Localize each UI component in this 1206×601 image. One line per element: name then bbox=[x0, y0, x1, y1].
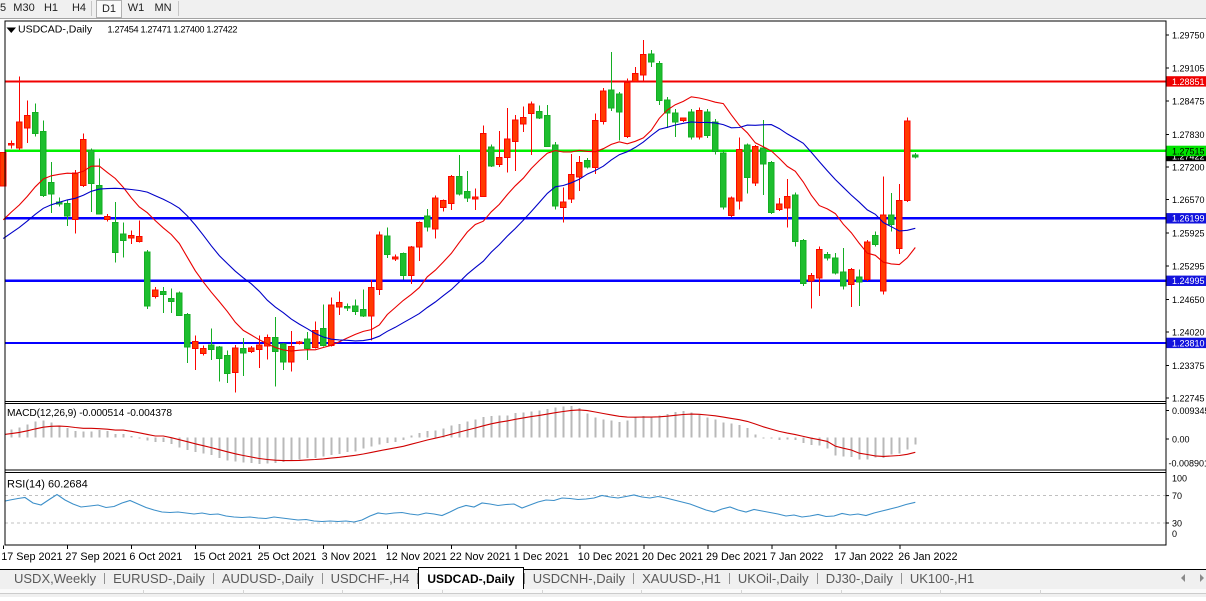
svg-text:70: 70 bbox=[1172, 491, 1182, 501]
svg-text:1.24995: 1.24995 bbox=[1172, 276, 1205, 286]
svg-text:1.25925: 1.25925 bbox=[1172, 229, 1205, 239]
svg-text:0.009345: 0.009345 bbox=[1172, 406, 1206, 416]
svg-text:1.23810: 1.23810 bbox=[1172, 338, 1205, 348]
svg-text:1.27454 1.27471 1.27400 1.2742: 1.27454 1.27471 1.27400 1.27422 bbox=[108, 25, 238, 35]
svg-text:12 Nov 2021: 12 Nov 2021 bbox=[386, 551, 447, 563]
svg-text:-0.008901: -0.008901 bbox=[1169, 459, 1206, 469]
svg-text:10 Dec 2021: 10 Dec 2021 bbox=[578, 551, 639, 563]
svg-text:1.26570: 1.26570 bbox=[1172, 195, 1205, 205]
svg-text:1.28475: 1.28475 bbox=[1172, 96, 1205, 106]
svg-text:1.25295: 1.25295 bbox=[1172, 261, 1205, 271]
svg-text:1.28851: 1.28851 bbox=[1172, 77, 1205, 87]
svg-text:29 Dec 2021: 29 Dec 2021 bbox=[706, 551, 767, 563]
svg-text:1.27515: 1.27515 bbox=[1172, 146, 1205, 156]
svg-text:26 Jan 2022: 26 Jan 2022 bbox=[898, 551, 957, 563]
svg-text:7 Jan 2022: 7 Jan 2022 bbox=[770, 551, 823, 563]
svg-text:30: 30 bbox=[1172, 519, 1182, 529]
svg-text:0.00: 0.00 bbox=[1172, 435, 1190, 445]
svg-text:15 Oct 2021: 15 Oct 2021 bbox=[194, 551, 253, 563]
svg-text:RSI(14) 60.2684: RSI(14) 60.2684 bbox=[7, 479, 88, 491]
svg-text:1.23375: 1.23375 bbox=[1172, 361, 1205, 371]
svg-text:1.22745: 1.22745 bbox=[1172, 394, 1205, 404]
svg-text:MACD(12,26,9) -0.000514 -0.004: MACD(12,26,9) -0.000514 -0.004378 bbox=[7, 408, 172, 419]
svg-text:1.24020: 1.24020 bbox=[1172, 328, 1205, 338]
svg-text:100: 100 bbox=[1172, 474, 1187, 484]
svg-text:17 Sep 2021: 17 Sep 2021 bbox=[1, 551, 62, 563]
svg-text:1.29750: 1.29750 bbox=[1172, 31, 1205, 41]
svg-text:27 Sep 2021: 27 Sep 2021 bbox=[65, 551, 126, 563]
svg-text:3 Nov 2021: 3 Nov 2021 bbox=[322, 551, 377, 563]
svg-text:1.29105: 1.29105 bbox=[1172, 64, 1205, 74]
svg-text:0: 0 bbox=[1172, 529, 1177, 539]
svg-text:1.27200: 1.27200 bbox=[1172, 163, 1205, 173]
svg-text:1 Dec 2021: 1 Dec 2021 bbox=[514, 551, 569, 563]
svg-text:1.26199: 1.26199 bbox=[1172, 214, 1205, 224]
svg-text:USDCAD-,Daily: USDCAD-,Daily bbox=[18, 24, 93, 36]
svg-text:20 Dec 2021: 20 Dec 2021 bbox=[642, 551, 703, 563]
svg-text:25 Oct 2021: 25 Oct 2021 bbox=[258, 551, 317, 563]
svg-text:22 Nov 2021: 22 Nov 2021 bbox=[450, 551, 511, 563]
svg-text:17 Jan 2022: 17 Jan 2022 bbox=[834, 551, 893, 563]
svg-text:6 Oct 2021: 6 Oct 2021 bbox=[129, 551, 182, 563]
svg-text:1.27830: 1.27830 bbox=[1172, 130, 1205, 140]
svg-text:1.24650: 1.24650 bbox=[1172, 295, 1205, 305]
